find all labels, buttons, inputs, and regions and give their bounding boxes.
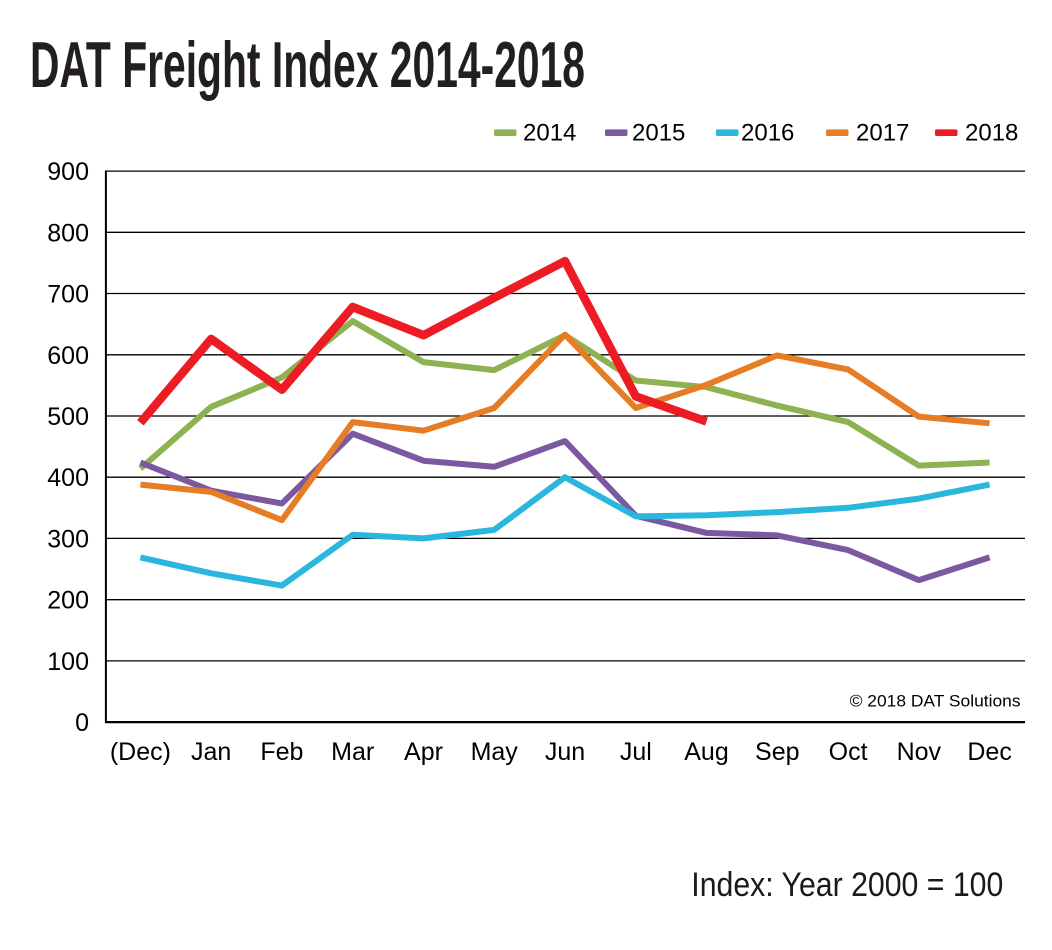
svg-text:© 2018 DAT Solutions: © 2018 DAT Solutions	[850, 692, 1021, 711]
svg-text:800: 800	[47, 219, 89, 247]
svg-text:Mar: Mar	[331, 738, 374, 766]
svg-text:600: 600	[47, 342, 89, 370]
svg-text:0: 0	[75, 709, 89, 737]
svg-text:2017: 2017	[856, 120, 909, 147]
svg-text:2015: 2015	[632, 120, 685, 147]
svg-text:Jun: Jun	[545, 738, 585, 766]
svg-text:Apr: Apr	[404, 738, 443, 766]
svg-text:900: 900	[47, 158, 89, 186]
svg-text:Jan: Jan	[191, 738, 231, 766]
svg-text:Jul: Jul	[620, 738, 652, 766]
svg-text:2016: 2016	[741, 120, 794, 147]
svg-text:(Dec): (Dec)	[110, 738, 171, 766]
svg-text:Sep: Sep	[755, 738, 799, 766]
svg-text:200: 200	[47, 587, 89, 615]
svg-text:Index: Year 2000 = 100: Index: Year 2000 = 100	[691, 866, 1003, 904]
svg-text:Aug: Aug	[684, 738, 728, 766]
svg-text:2018: 2018	[965, 120, 1018, 147]
svg-text:300: 300	[47, 525, 89, 553]
svg-text:2014: 2014	[523, 120, 576, 147]
svg-text:700: 700	[47, 281, 89, 309]
svg-text:500: 500	[47, 403, 89, 431]
svg-text:Oct: Oct	[829, 738, 868, 766]
svg-text:DAT Freight Index 2014-2018: DAT Freight Index 2014-2018	[30, 28, 585, 101]
svg-text:Dec: Dec	[967, 738, 1011, 766]
svg-text:100: 100	[47, 648, 89, 676]
svg-text:Nov: Nov	[897, 738, 942, 766]
svg-text:Feb: Feb	[260, 738, 303, 766]
svg-text:May: May	[471, 738, 519, 766]
svg-text:400: 400	[47, 464, 89, 492]
